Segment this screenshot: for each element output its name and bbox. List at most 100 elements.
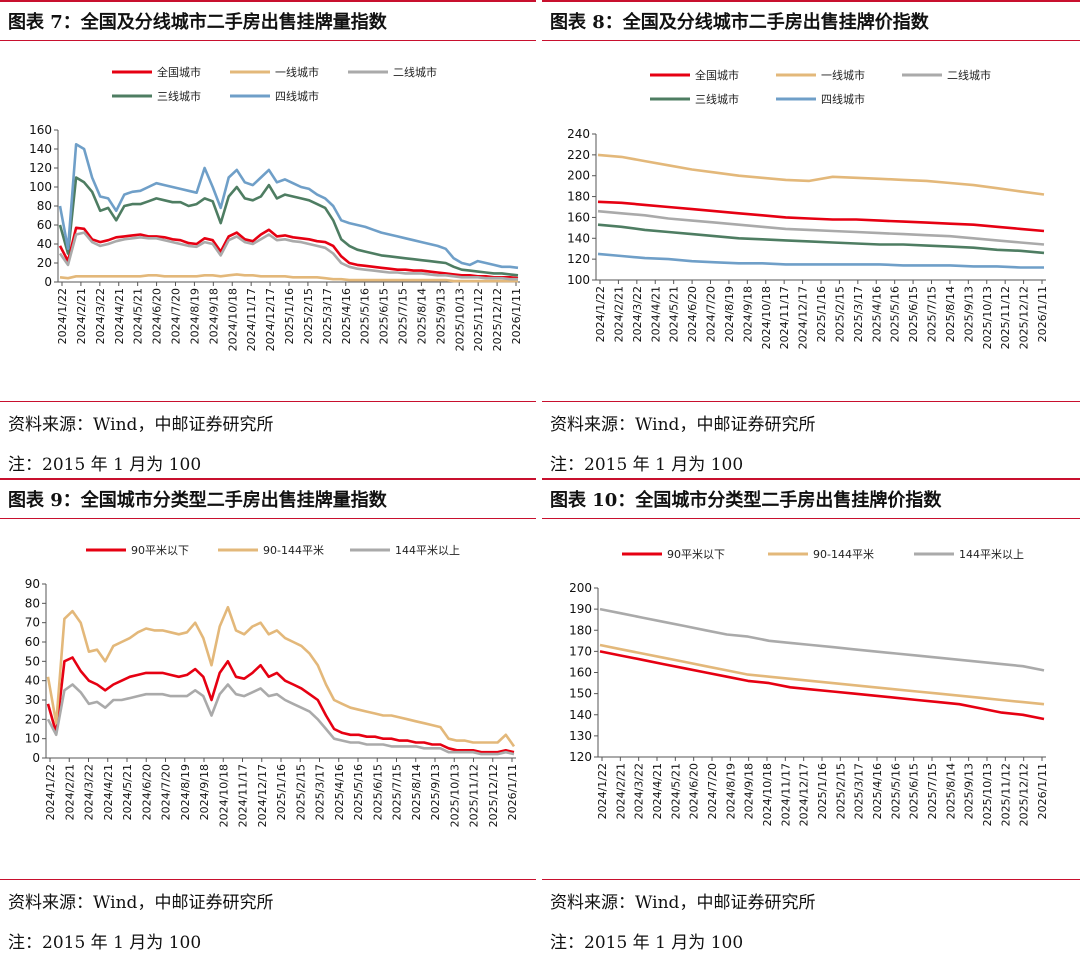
y-tick-label: 100 xyxy=(567,273,590,287)
x-tick-label: 2024/3/22 xyxy=(631,286,644,342)
x-tick-label: 2024/12/17 xyxy=(797,286,810,349)
x-tick-label: 2025/6/15 xyxy=(907,286,920,342)
source-rule xyxy=(0,401,536,402)
x-tick-label: 2024/3/22 xyxy=(94,288,107,344)
x-tick-label: 2024/11/17 xyxy=(779,763,792,826)
panel-top-rule xyxy=(0,478,536,480)
series-line xyxy=(46,605,516,748)
x-tick-label: 2024/8/19 xyxy=(179,764,192,820)
y-tick-label: 50 xyxy=(25,654,40,668)
y-tick-label: 150 xyxy=(569,687,592,701)
y-tick-label: 140 xyxy=(569,708,592,722)
source-rule xyxy=(542,879,1080,880)
note-text: 注：2015 年 1 月为 100 xyxy=(8,455,202,475)
y-axis: 120 130 140 150 160 170 180 190 200 xyxy=(569,581,599,764)
y-tick-label: 180 xyxy=(567,190,590,204)
x-axis: 2024/1/22 2024/2/21 2024/3/22 2024/4/21 2024… xyxy=(596,756,1049,826)
x-tick-label: 2025/11/12 xyxy=(999,763,1012,826)
x-tick-label: 2024/7/20 xyxy=(706,763,719,819)
title-underline xyxy=(542,518,1080,519)
x-tick-label: 2025/11/12 xyxy=(999,286,1012,349)
panel-title: 图表 9：全国城市分类型二手房出售挂牌量指数 xyxy=(8,490,387,511)
x-tick-label: 2025/4/16 xyxy=(870,286,883,342)
x-tick-label: 2024/6/20 xyxy=(151,288,164,344)
x-tick-label: 2024/11/17 xyxy=(778,286,791,349)
legend-label: 90平米以下 xyxy=(131,544,189,557)
x-tick-label: 2025/9/13 xyxy=(963,763,976,819)
y-tick-label: 40 xyxy=(37,237,52,251)
x-tick-label: 2024/3/22 xyxy=(633,763,646,819)
x-tick-label: 2025/2/15 xyxy=(294,764,307,820)
y-tick-label: 160 xyxy=(569,666,592,680)
panel-title: 图表 7：全国及分线城市二手房出售挂牌量指数 xyxy=(8,12,387,33)
x-tick-label: 2024/4/21 xyxy=(651,763,664,819)
y-tick-label: 60 xyxy=(25,635,40,649)
x-axis: 2024/1/22 2024/2/21 2024/3/22 2024/4/21 2024… xyxy=(594,279,1049,349)
x-tick-label: 2024/5/21 xyxy=(668,286,681,342)
x-tick-label: 2025/1/16 xyxy=(815,286,828,342)
x-tick-label: 2025/9/13 xyxy=(434,288,447,344)
y-tick-label: 190 xyxy=(569,602,592,616)
series-line xyxy=(58,143,519,270)
x-tick-label: 2025/12/12 xyxy=(1018,286,1031,349)
x-tick-label: 2024/2/21 xyxy=(612,286,625,342)
x-tick-label: 2024/1/22 xyxy=(56,288,69,344)
note-text: 注：2015 年 1 月为 100 xyxy=(550,933,744,953)
series-line xyxy=(58,226,519,280)
x-tick-label: 2025/3/17 xyxy=(314,764,327,820)
y-tick-label: 170 xyxy=(569,644,592,658)
series-line xyxy=(599,643,1045,706)
y-tick-label: 180 xyxy=(569,623,592,637)
x-tick-label: 2025/4/16 xyxy=(340,288,353,344)
y-tick-label: 160 xyxy=(567,210,590,224)
chart-panel-7: 图表 7：全国及分线城市二手房出售挂牌量指数 全国城市 一线城市 二线城市 三线城市 四… xyxy=(0,0,536,475)
legend-label: 二线城市 xyxy=(947,68,991,82)
panel-title: 图表 8：全国及分线城市二手房出售挂牌价指数 xyxy=(550,12,929,33)
series-line xyxy=(59,273,518,283)
x-tick-label: 2024/6/20 xyxy=(688,763,701,819)
x-tick-label: 2024/4/21 xyxy=(102,764,115,820)
y-tick-label: 160 xyxy=(29,123,52,137)
source-rule xyxy=(0,879,536,880)
x-tick-label: 2024/5/21 xyxy=(132,288,145,344)
y-tick-label: 40 xyxy=(25,674,40,688)
y-tick-label: 30 xyxy=(25,693,40,707)
x-tick-label: 2024/10/18 xyxy=(217,764,230,827)
y-tick-label: 120 xyxy=(569,750,592,764)
x-tick-label: 2025/7/15 xyxy=(391,764,404,820)
legend-label: 三线城市 xyxy=(695,92,739,106)
panel-top-rule xyxy=(542,478,1080,480)
x-tick-label: 2025/7/15 xyxy=(926,763,939,819)
y-tick-label: 80 xyxy=(37,199,52,213)
x-tick-label: 2025/2/15 xyxy=(834,763,847,819)
series-line xyxy=(597,252,1044,269)
x-tick-label: 2024/4/21 xyxy=(649,286,662,342)
x-tick-label: 2026/1/11 xyxy=(506,764,519,820)
legend-label: 144平米以上 xyxy=(959,548,1024,561)
series-line xyxy=(599,607,1045,672)
y-axis: 0 10 20 30 40 50 60 70 80 90 xyxy=(25,577,47,765)
x-tick-label: 2024/9/18 xyxy=(741,286,754,342)
x-tick-label: 2024/12/17 xyxy=(256,764,269,827)
legend-label: 90-144平米 xyxy=(813,548,874,561)
x-tick-label: 2025/1/16 xyxy=(283,288,296,344)
x-tick-label: 2024/8/19 xyxy=(723,286,736,342)
legend-label: 90-144平米 xyxy=(263,544,324,557)
x-tick-label: 2025/8/14 xyxy=(415,288,428,344)
x-tick-label: 2024/6/20 xyxy=(140,764,153,820)
y-axis: 100 120 140 160 180 200 220 240 xyxy=(567,127,597,287)
x-tick-label: 2025/5/16 xyxy=(889,286,902,342)
x-tick-label: 2024/11/17 xyxy=(245,288,258,351)
x-tick-label: 2025/10/13 xyxy=(981,763,994,826)
x-tick-label: 2025/8/14 xyxy=(944,286,957,342)
legend-label: 一线城市 xyxy=(821,68,865,82)
x-tick-label: 2025/8/14 xyxy=(944,763,957,819)
y-tick-label: 60 xyxy=(37,218,52,232)
x-tick-label: 2025/12/12 xyxy=(491,288,504,351)
x-tick-label: 2025/2/15 xyxy=(833,286,846,342)
legend: 90平米以下 90-144平米 144平米以上 xyxy=(622,548,1024,561)
legend-label: 90平米以下 xyxy=(667,548,725,561)
y-tick-label: 10 xyxy=(25,732,40,746)
